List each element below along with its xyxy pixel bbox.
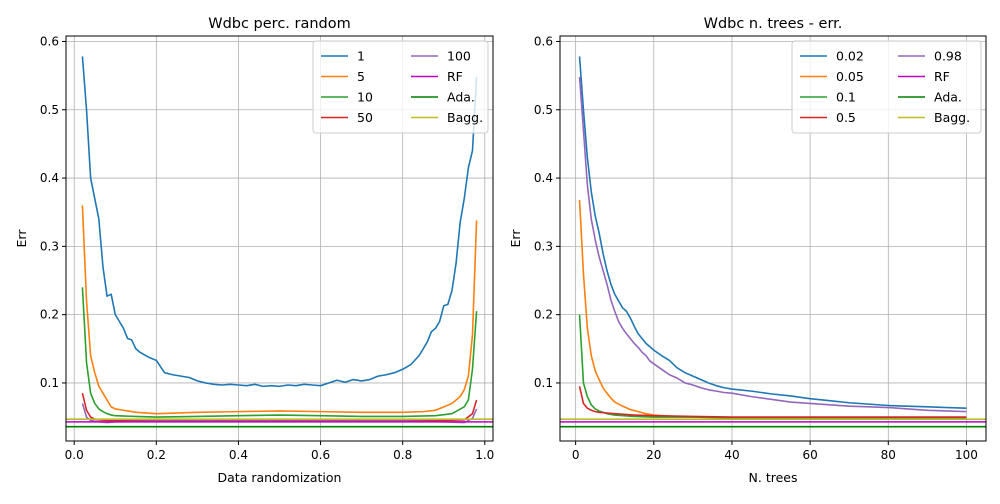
legend-entry-label: Bagg. [934, 110, 970, 125]
chart-title: Wdbc perc. random [208, 16, 351, 32]
y-tick-label: 0.4 [534, 171, 553, 185]
legend-entry-label: RF [447, 69, 463, 84]
x-tick-label: 60 [802, 448, 817, 462]
legend-entry-label: 5 [357, 69, 365, 84]
x-tick-label: 20 [646, 448, 661, 462]
legend-entry-label: 100 [447, 49, 471, 64]
x-tick-label: 0.2 [147, 448, 166, 462]
x-tick-label: 0.8 [393, 448, 412, 462]
y-tick-label: 0.6 [534, 34, 553, 48]
x-tick-label: 100 [955, 448, 978, 462]
legend-entry-label: RF [934, 69, 950, 84]
legend-box [791, 40, 982, 134]
x-tick-label: 0 [572, 448, 580, 462]
x-tick-label: 0.6 [311, 448, 330, 462]
x-axis-label: N. trees [749, 470, 798, 485]
legend-entry-label: 50 [357, 110, 373, 125]
y-tick-label: 0.1 [534, 376, 553, 390]
y-tick-label: 0.5 [40, 103, 59, 117]
legend-entry-label: 10 [357, 90, 373, 105]
y-tick-label: 0.4 [40, 171, 59, 185]
x-tick-label: 1.0 [475, 448, 494, 462]
series-line-10 [81, 287, 478, 418]
legend: 1 5 10 50 100 RF Ada. Bagg. [312, 40, 489, 134]
x-tick-label: 80 [881, 448, 896, 462]
y-tick-label: 0.2 [534, 308, 553, 322]
legend-entry-label: 0.98 [934, 49, 962, 64]
y-tick-label: 0.2 [40, 308, 59, 322]
y-tick-label: 0.3 [534, 239, 553, 253]
y-tick-label: 0.3 [40, 239, 59, 253]
series-group [560, 56, 986, 428]
y-axis-label: Err [14, 229, 29, 248]
chart-panel-2: 0 20 40 60 80 100 0.1 0.2 0.3 0.4 0.5 0.6 Wdbc n. tr… [508, 16, 987, 485]
series-line-5 [81, 205, 478, 415]
legend-box [312, 40, 489, 134]
y-tick-label: 0.6 [40, 34, 59, 48]
axes-frame [559, 35, 987, 442]
legend-entry-label: Ada. [934, 90, 962, 105]
chart-title: Wdbc n. trees - err. [704, 16, 843, 32]
legend-entry-label: Bagg. [447, 110, 483, 125]
axes-frame [65, 35, 494, 442]
series-group [66, 56, 493, 428]
legend: 0.02 0.05 0.1 0.5 0.98 RF Ada. Bagg. [791, 40, 982, 134]
legend-entry-label: 0.05 [836, 69, 864, 84]
legend-entry-label: 0.02 [836, 49, 864, 64]
chart-panel-1: 0.0 0.2 0.4 0.6 0.8 1.0 0.1 0.2 0.3 0.4 0.5 0.6 Wdbc… [14, 16, 494, 485]
y-tick-label: 0.1 [40, 376, 59, 390]
y-tick-label: 0.5 [534, 103, 553, 117]
series-line-0.98 [578, 76, 967, 413]
x-tick-label: 0.0 [65, 448, 84, 462]
series-line-0.02 [578, 56, 967, 410]
series-line-0.5 [578, 386, 967, 418]
legend-entry-label: Ada. [447, 90, 475, 105]
y-axis-label: Err [508, 229, 523, 248]
x-axis-label: Data randomization [218, 470, 342, 485]
x-tick-label: 0.4 [229, 448, 248, 462]
legend-entry-label: 0.5 [836, 110, 856, 125]
legend-entry-label: 0.1 [836, 90, 856, 105]
x-tick-label: 40 [724, 448, 739, 462]
series-line-1 [81, 56, 478, 388]
legend-entry-label: 1 [357, 49, 365, 64]
